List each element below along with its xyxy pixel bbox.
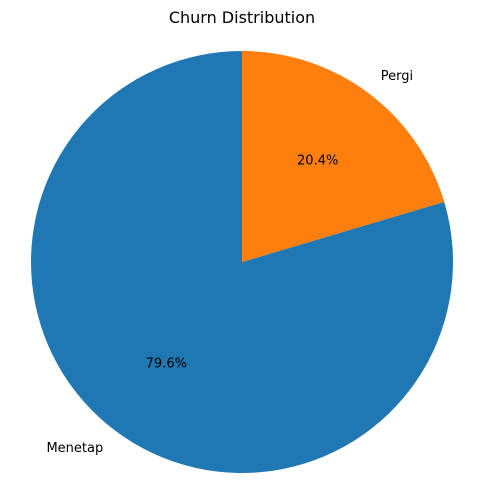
pie-slices — [31, 51, 454, 473]
pie-slice-menetap — [31, 51, 454, 473]
pie-slice-pergi — [242, 51, 445, 262]
slice-label-menetap: Menetap — [46, 441, 103, 456]
pie-labels: Menetap 79.6% Pergi 20.4% — [46, 69, 413, 456]
slice-label-pergi: Pergi — [381, 69, 413, 84]
slice-percent-pergi: 20.4% — [297, 154, 338, 169]
slice-percent-menetap: 79.6% — [146, 356, 187, 371]
chart-title: Churn Distribution — [169, 8, 315, 27]
